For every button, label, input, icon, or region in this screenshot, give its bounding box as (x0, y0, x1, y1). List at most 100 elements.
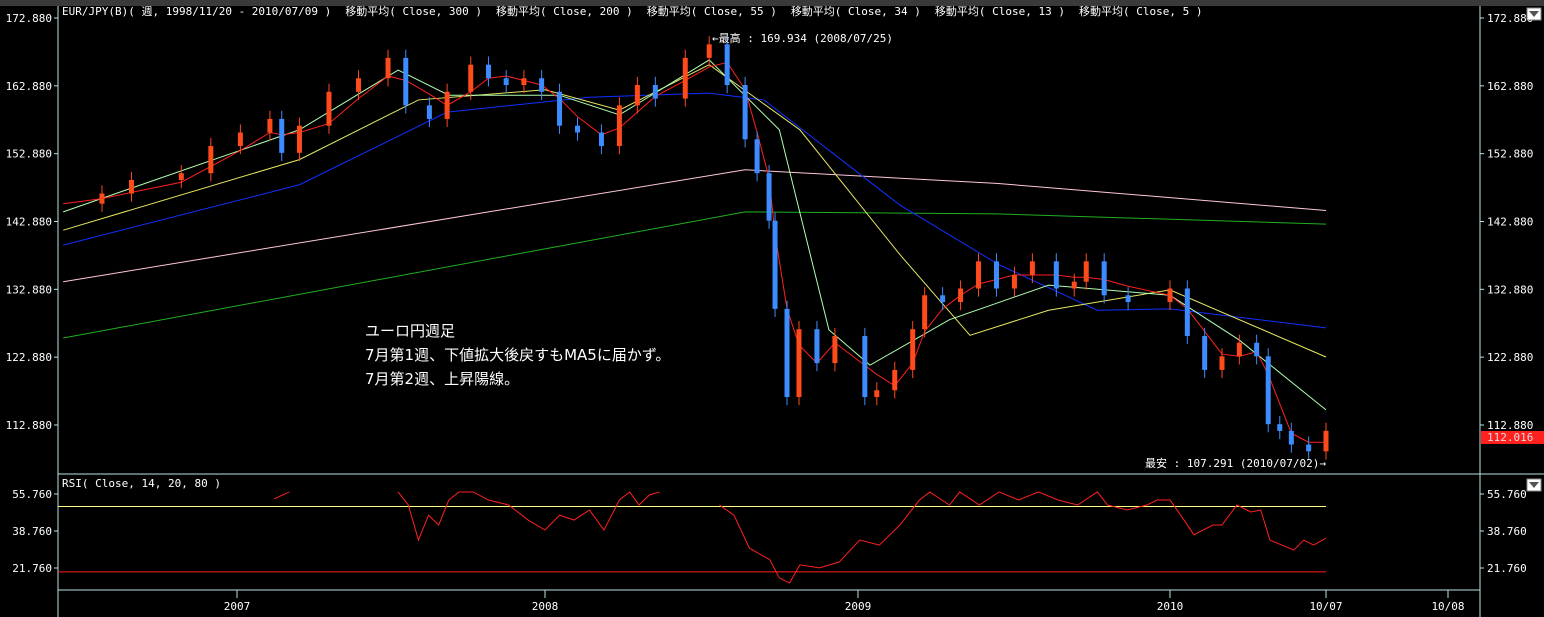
candle-body (1011, 274, 1017, 289)
candle-body (557, 91, 563, 126)
header-indicator: 移動平均( Close, 200 ) (496, 4, 633, 18)
candle-body (724, 44, 730, 86)
candle (99, 185, 105, 212)
candle-body (326, 91, 332, 126)
time-tick-label: 2007 (224, 600, 251, 613)
candle-body (814, 329, 820, 364)
candle (503, 70, 509, 94)
candle-body (1101, 261, 1107, 296)
candle-body (742, 85, 748, 140)
candle (784, 300, 790, 406)
candle (1277, 416, 1283, 440)
candle (426, 97, 432, 128)
candle (1288, 422, 1294, 453)
candle-body (772, 220, 778, 309)
candle (1219, 348, 1225, 379)
candle-body (940, 295, 946, 303)
candle (279, 110, 285, 161)
price-tick-label-left: 122.880 (6, 351, 52, 364)
candle (1236, 334, 1242, 365)
candle-body (129, 179, 135, 194)
candle-body (796, 329, 802, 398)
candle (616, 97, 622, 155)
candle-body (296, 125, 302, 153)
candle-body (385, 57, 391, 79)
price-tick-label-left: 112.880 (6, 419, 52, 432)
time-tick-label: 10/07 (1309, 600, 1342, 613)
candle (1323, 422, 1329, 460)
candle (444, 83, 450, 128)
chevron-down-icon (1529, 482, 1539, 488)
candle-body (485, 64, 491, 79)
moving-average-lines (63, 59, 1327, 443)
candle (1011, 266, 1017, 297)
price-tick-label-left: 152.880 (6, 148, 52, 161)
candle (1125, 287, 1131, 311)
candle-body (521, 78, 527, 86)
rsi-tick-label-right: 21.760 (1487, 562, 1527, 575)
price-tick-label-right: 122.880 (1487, 351, 1533, 364)
candle (237, 124, 243, 155)
time-tick-label: 2010 (1157, 600, 1184, 613)
candle (598, 124, 604, 155)
candle (1167, 280, 1173, 311)
candle (1101, 253, 1107, 304)
candle-body (634, 85, 640, 106)
comment-line-1: ユーロ円週足 (365, 322, 455, 340)
axes: 172.880 172.880 162.880 162.880 152.880 152.8… (6, 12, 1544, 613)
candle (468, 56, 474, 100)
candle (129, 171, 135, 202)
rsi-tick-label-right: 55.760 (1487, 488, 1527, 501)
candle-body (784, 308, 790, 398)
candle (766, 165, 772, 229)
candle (910, 321, 916, 379)
rsi-tick-label-left: 38.760 (12, 525, 52, 538)
candle (521, 70, 527, 94)
rsi-tick-label-left: 55.760 (12, 488, 52, 501)
time-tick-label: 10/08 (1431, 600, 1464, 613)
candle (1306, 436, 1312, 460)
candle-body (958, 288, 964, 303)
rsi-header: RSI( Close, 14, 20, 80 ) (62, 477, 221, 490)
candle-body (403, 57, 409, 106)
candle-body (766, 173, 772, 221)
ma300-line (63, 169, 1327, 283)
candle-body (1071, 281, 1077, 289)
candle (832, 327, 838, 372)
price-tick-label-right: 152.880 (1487, 148, 1533, 161)
candle-body (1306, 444, 1312, 452)
candle (1202, 327, 1208, 379)
candle (724, 36, 730, 94)
candle-body (539, 78, 545, 92)
candle (922, 287, 928, 338)
candle-body (208, 146, 214, 174)
price-tick-label-left: 162.880 (6, 80, 52, 93)
rsi-line (273, 491, 290, 500)
comment-line-3: 7月第2週、上昇陽線。 (365, 370, 519, 388)
candle-body (574, 125, 580, 133)
candle-body (1277, 424, 1283, 431)
price-tick-label-left: 142.880 (6, 215, 52, 228)
candle (1083, 253, 1089, 290)
candle-body (279, 118, 285, 153)
candle (940, 287, 946, 311)
candle (634, 76, 640, 114)
candle (862, 327, 868, 406)
candle-body (1083, 261, 1089, 282)
candle (326, 83, 332, 134)
time-tick-label: 2009 (845, 600, 872, 613)
candle (958, 280, 964, 311)
main-panel-dropdown-button[interactable] (1526, 7, 1542, 21)
last-price-badge (1481, 430, 1544, 444)
candle (1265, 348, 1271, 433)
rsi-line (397, 491, 660, 542)
candle (485, 56, 491, 87)
last-price-label: 112.016 (1487, 431, 1533, 444)
candle-body (1265, 356, 1271, 425)
candle (682, 49, 688, 107)
rsi-panel-dropdown-button[interactable] (1526, 478, 1542, 492)
low-annotation: 最安 : 107.291 (2010/07/02)→ (1145, 456, 1326, 470)
price-tick-label-right: 112.880 (1487, 419, 1533, 432)
candle-body (267, 118, 273, 133)
